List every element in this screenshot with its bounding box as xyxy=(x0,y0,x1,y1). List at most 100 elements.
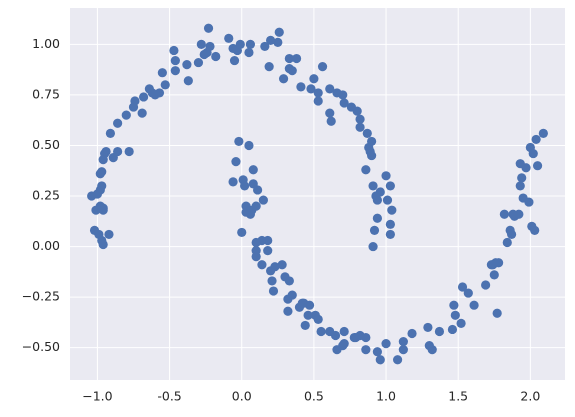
point xyxy=(284,53,294,64)
point xyxy=(361,332,371,343)
point xyxy=(325,84,335,94)
point xyxy=(300,320,310,331)
y-tick-label: 0.00 xyxy=(32,238,60,253)
point xyxy=(355,114,365,124)
point xyxy=(385,219,395,229)
point xyxy=(245,39,255,49)
point xyxy=(97,167,107,177)
point xyxy=(169,45,179,56)
point xyxy=(527,221,537,231)
point xyxy=(407,328,417,339)
point xyxy=(196,39,206,49)
point xyxy=(113,118,123,128)
point xyxy=(248,165,258,175)
point xyxy=(531,134,541,145)
x-tick-label: −1.0 xyxy=(82,389,112,404)
point xyxy=(228,177,238,187)
point xyxy=(375,187,385,197)
point xyxy=(427,345,437,355)
point xyxy=(456,318,466,328)
point xyxy=(368,181,378,191)
point xyxy=(494,258,504,268)
point xyxy=(381,171,391,181)
point xyxy=(502,237,512,248)
point xyxy=(113,146,123,157)
point xyxy=(104,229,114,240)
point xyxy=(505,225,515,235)
point xyxy=(381,339,391,349)
point xyxy=(264,62,274,72)
x-tick-label: 1.0 xyxy=(376,389,396,404)
x-tick-label: 0.5 xyxy=(304,389,324,404)
y-tick-label: −0.50 xyxy=(22,339,60,354)
point xyxy=(398,336,408,347)
point xyxy=(183,76,193,86)
point xyxy=(284,64,294,74)
point xyxy=(253,185,263,195)
point xyxy=(434,326,445,337)
point xyxy=(524,197,534,207)
point xyxy=(139,92,149,102)
point xyxy=(338,341,348,351)
point xyxy=(296,82,306,92)
point xyxy=(121,110,131,120)
point xyxy=(317,62,328,72)
y-tick-label: 0.50 xyxy=(32,137,60,152)
point xyxy=(193,57,204,68)
point xyxy=(361,165,371,175)
point xyxy=(392,355,403,365)
point xyxy=(251,201,261,211)
x-tick-label: 1.5 xyxy=(448,389,468,404)
point xyxy=(385,181,395,191)
point xyxy=(251,252,261,262)
point xyxy=(481,280,491,290)
point xyxy=(450,310,460,320)
point xyxy=(154,88,165,98)
point xyxy=(97,181,107,191)
point xyxy=(283,306,293,316)
point xyxy=(170,55,180,66)
point xyxy=(170,66,180,76)
point xyxy=(367,150,377,161)
point xyxy=(258,195,268,205)
point xyxy=(245,209,255,219)
point xyxy=(339,326,349,337)
point xyxy=(263,235,273,246)
point xyxy=(277,260,287,270)
point xyxy=(338,90,348,100)
point xyxy=(101,146,111,157)
point xyxy=(267,276,277,286)
point xyxy=(124,146,134,157)
point xyxy=(457,282,468,292)
point xyxy=(447,324,458,335)
point xyxy=(160,80,170,90)
point xyxy=(352,106,362,116)
point xyxy=(234,136,244,147)
point xyxy=(265,35,276,45)
point xyxy=(514,209,524,219)
point xyxy=(486,260,496,270)
point xyxy=(492,308,502,318)
point xyxy=(274,27,284,37)
x-tick-label: 0.0 xyxy=(232,389,252,404)
point xyxy=(304,300,315,310)
point xyxy=(237,227,247,238)
point xyxy=(528,148,538,159)
point xyxy=(372,347,382,357)
point xyxy=(499,209,509,219)
point xyxy=(244,47,254,58)
point xyxy=(203,23,214,33)
point xyxy=(355,122,365,132)
plot-area xyxy=(70,8,565,380)
point xyxy=(423,322,433,333)
point xyxy=(313,88,323,98)
y-tick-label: 0.25 xyxy=(32,188,60,203)
point xyxy=(278,74,289,84)
point xyxy=(515,181,525,191)
point xyxy=(263,246,273,256)
point xyxy=(294,302,305,312)
point xyxy=(199,49,209,60)
point xyxy=(385,229,395,240)
point xyxy=(137,108,147,118)
